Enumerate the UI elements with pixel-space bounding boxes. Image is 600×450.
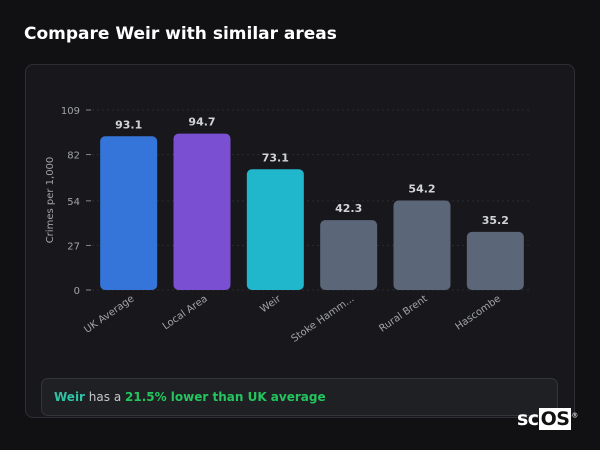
y-tick-label: 82 <box>67 151 80 162</box>
category-label: Hascombe <box>454 293 503 332</box>
category-label: UK Average <box>82 293 136 335</box>
bar-rural-brent <box>393 200 451 290</box>
y-tick-label: 109 <box>61 106 80 117</box>
value-label: 93.1 <box>115 118 142 131</box>
bar-stoke-hamm- <box>320 220 378 290</box>
summary-area: Weir <box>54 390 85 404</box>
page-title: Compare Weir with similar areas <box>24 24 337 44</box>
y-tick-label: 27 <box>67 241 80 252</box>
bar-hascombe <box>466 231 524 290</box>
summary-text: has a <box>84 390 125 404</box>
category-label: Weir <box>258 293 283 315</box>
category-label: Local Area <box>161 293 210 332</box>
value-label: 35.2 <box>482 214 509 227</box>
y-axis-label: Crimes per 1,000 <box>45 157 56 244</box>
watermark-logo: sc OS ® <box>517 408 578 430</box>
bar-weir <box>246 169 304 290</box>
summary-highlight: 21.5% lower than UK average <box>125 390 326 404</box>
value-label: 94.7 <box>188 116 215 129</box>
y-tick-label: 0 <box>74 286 80 297</box>
value-label: 73.1 <box>262 151 289 164</box>
category-label: Rural Brent <box>377 293 429 334</box>
summary-box: Weir has a 21.5% lower than UK average <box>41 378 558 416</box>
bar-local-area <box>173 133 231 290</box>
value-label: 42.3 <box>335 202 362 215</box>
category-label: Stoke Hamm... <box>290 293 357 344</box>
bar-uk-average <box>100 136 158 290</box>
y-tick-label: 54 <box>67 197 80 208</box>
value-label: 54.2 <box>408 182 435 195</box>
